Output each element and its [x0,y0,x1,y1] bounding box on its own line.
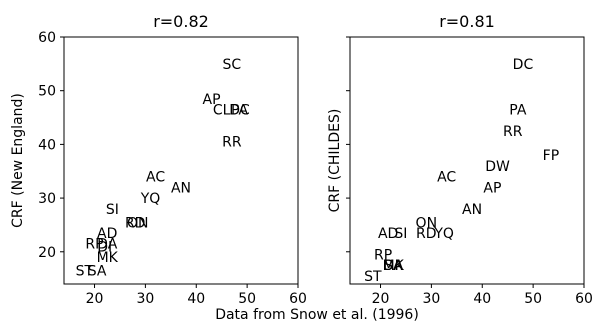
left-data-point-rd: RD [125,215,146,231]
left-data-point-pa: PA [231,102,249,118]
left-data-point-ap: AP [203,92,221,108]
left-y-tick-label: 20 [38,245,56,261]
right-x-tick-label: 50 [524,291,542,307]
right-data-point-rd: RD [416,226,437,242]
left-data-point-dc: DC [229,102,250,118]
left-data-point-ac: AC [146,170,165,186]
left-x-tick-label: 40 [187,291,205,307]
left-data-point-an: AN [171,180,191,196]
right-x-tick-label: 30 [422,291,440,307]
left-axes-frame [63,36,299,285]
left-data-point-on: ON [127,215,149,231]
left-data-point-sa: SA [88,264,107,280]
right-data-point-pa: PA [509,102,527,118]
right-chart-title: r=0.81 [439,12,495,31]
left-data-point-da: DA [97,237,118,253]
right-data-point-ac: AC [437,170,456,186]
right-data-point-on: ON [416,215,438,231]
left-chart-title: r=0.82 [153,12,209,31]
right-data-point-st: ST [364,269,382,285]
right-data-point-dc: DC [513,57,534,73]
right-data-point-sa: SA [384,258,403,274]
right-data-point-dw: DW [485,159,510,175]
right-x-tick-label: 20 [372,291,390,307]
right-data-point-an: AN [462,202,482,218]
left-y-tick-label: 30 [38,191,56,207]
right-data-point-da: DA [383,258,404,274]
left-data-point-rp: RP [85,237,103,253]
right-data-point-ap: AP [483,180,501,196]
left-y-axis-label: CRF (New England) [10,93,26,228]
left-panel: r=0.82 CRF (New England) 20 30 40 50 60 20 30 40 5… [10,12,307,307]
right-data-point-mk: MK [383,258,405,274]
figure-caption: Data from Snow et al. (1996) [215,307,419,322]
right-data-point-fp: FP [543,148,560,164]
right-panel: r=0.81 CRF (CHILDES) 20 30 40 50 60 DC PA RR FP DW A… [327,12,593,307]
right-x-tick-label: 60 [575,291,593,307]
left-y-tick-label: 60 [38,30,56,46]
right-y-axis-label: CRF (CHILDES) [327,109,343,213]
left-data-point-sc: SC [223,57,242,73]
right-x-tick-label: 40 [473,291,491,307]
left-x-tick-label: 30 [136,291,154,307]
left-x-tick-label: 20 [86,291,104,307]
left-x-tick-label: 60 [289,291,307,307]
left-data-point-mk: MK [97,250,119,266]
left-data-point-rr: RR [222,135,242,151]
right-data-point-rp: RP [374,247,392,263]
right-axes-frame [349,36,585,285]
left-x-tick-label: 50 [238,291,256,307]
left-data-point-yq: YQ [140,191,161,207]
right-data-point-si: SI [394,226,407,242]
left-y-tick-label: 40 [38,137,56,153]
left-data-point-st: ST [76,264,94,280]
left-data-point-si: SI [106,202,119,218]
left-y-tick-label: 50 [38,84,56,100]
left-data-point-cl: CL [213,102,231,118]
left-data-point-di: DI [97,239,112,255]
right-data-point-yq: YQ [433,226,454,242]
left-data-point-ad: AD [97,226,117,242]
right-data-point-rr: RR [503,124,523,140]
right-data-point-ad: AD [378,226,398,242]
